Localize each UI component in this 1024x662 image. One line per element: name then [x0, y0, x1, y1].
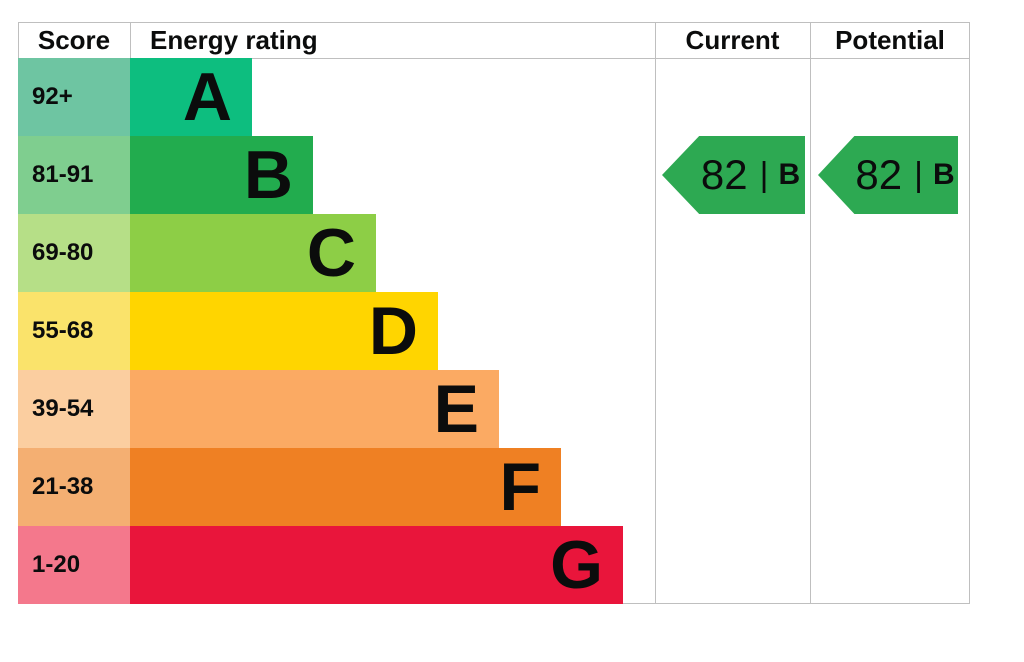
band-letter: F [499, 449, 541, 525]
band-bar: D [130, 292, 438, 370]
header-left-border [18, 22, 19, 58]
potential-rating-band: B [932, 158, 955, 191]
band-bar: B [130, 136, 313, 214]
current-column-header: Current [685, 25, 780, 55]
epc-table: Score Energy rating Current Potential 92… [18, 22, 970, 604]
band-score-cell: 1-20 [18, 526, 130, 604]
current-rating-arrow: 82 | B [662, 136, 805, 214]
band-score-cell: 21-38 [18, 448, 130, 526]
band-bar: C [130, 214, 376, 292]
band-score-cell: 69-80 [18, 214, 130, 292]
band-letter: D [368, 293, 418, 369]
band-letter: A [182, 59, 232, 135]
band-score-cell: 39-54 [18, 370, 130, 448]
band-score-cell: 92+ [18, 58, 130, 136]
table-right-border [969, 22, 970, 604]
band-row-d: 55-68 D [18, 292, 655, 370]
band-letter: C [306, 215, 356, 291]
band-row-f: 21-38 F [18, 448, 655, 526]
current-rating-score: 82 [700, 151, 748, 198]
potential-column-header: Potential [835, 25, 945, 55]
band-row-g: 1-20 G [18, 526, 655, 604]
band-score-cell: 81-91 [18, 136, 130, 214]
band-letter: G [550, 527, 603, 603]
band-bar: F [130, 448, 561, 526]
potential-column-divider [810, 22, 811, 604]
band-bar: G [130, 526, 623, 604]
table-top-border [18, 22, 970, 23]
band-row-a: 92+ A [18, 58, 655, 136]
band-bar: A [130, 58, 252, 136]
current-rating-separator: | [759, 156, 769, 194]
current-column-divider [655, 22, 656, 604]
score-column-header: Score [37, 25, 111, 55]
band-row-e: 39-54 E [18, 370, 655, 448]
band-row-b: 81-91 B [18, 136, 655, 214]
band-score-cell: 55-68 [18, 292, 130, 370]
band-row-c: 69-80 C [18, 214, 655, 292]
current-rating-band: B [778, 158, 801, 191]
energy-rating-column-header: Energy rating [150, 25, 318, 55]
potential-rating-arrow: 82 | B [818, 136, 958, 214]
band-letter: B [243, 137, 293, 213]
band-letter: E [433, 371, 479, 447]
score-column-divider [130, 22, 131, 58]
potential-rating-score: 82 [855, 151, 903, 198]
potential-rating-separator: | [914, 156, 923, 194]
header-bottom-border [18, 58, 970, 59]
band-bar: E [130, 370, 499, 448]
